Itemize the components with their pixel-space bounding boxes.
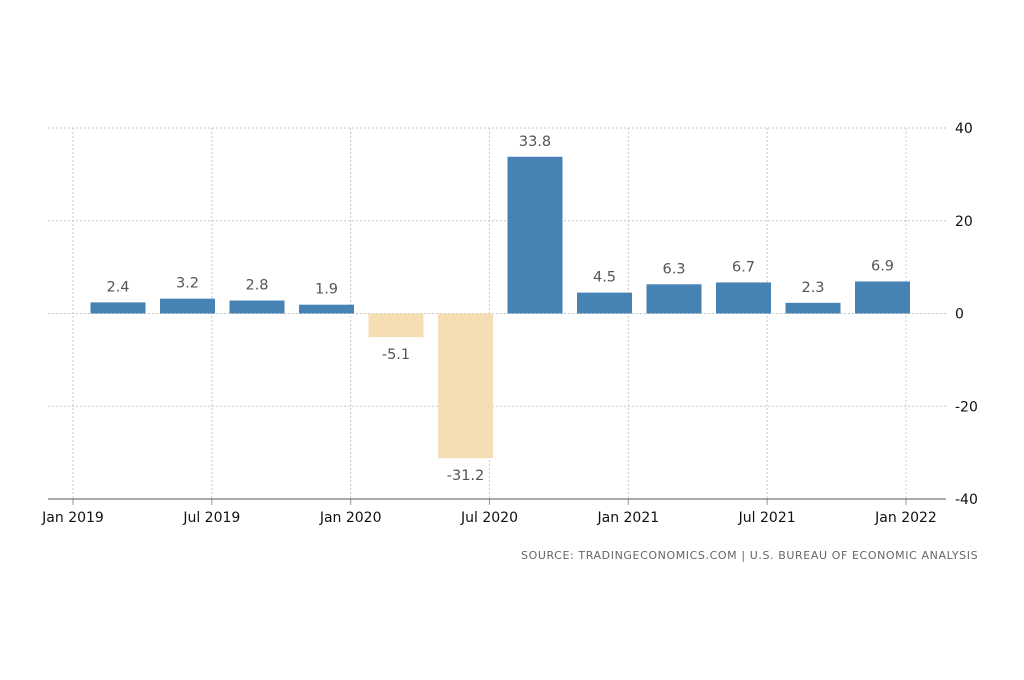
x-tick-label: Jan 2022 xyxy=(874,510,937,526)
data-label: -31.2 xyxy=(447,468,485,484)
data-label: 6.9 xyxy=(871,259,894,275)
bar xyxy=(229,300,285,314)
x-tick-label: Jan 2020 xyxy=(319,510,382,526)
bar xyxy=(716,282,771,314)
source-note: SOURCE: TRADINGECONOMICS.COM | U.S. BURE… xyxy=(521,549,979,562)
bar xyxy=(646,284,702,314)
bar xyxy=(299,304,354,314)
y-tick-label: 20 xyxy=(955,214,973,230)
data-label: 3.2 xyxy=(176,276,199,292)
x-tick-label: Jan 2019 xyxy=(41,510,104,526)
data-label: -5.1 xyxy=(382,347,410,363)
data-label: 6.3 xyxy=(662,261,685,277)
bar xyxy=(160,298,215,314)
data-label: 33.8 xyxy=(519,134,551,150)
bar xyxy=(507,156,563,314)
bar xyxy=(368,313,424,338)
y-tick-label: 40 xyxy=(955,121,973,137)
y-axis: 40 20 0 -20 -40 xyxy=(955,121,978,508)
data-label: 6.7 xyxy=(732,259,755,275)
x-tick-label: Jul 2021 xyxy=(738,510,796,526)
bar xyxy=(577,292,632,314)
y-tick-label: -20 xyxy=(955,399,978,415)
data-label: 4.5 xyxy=(593,270,616,286)
y-tick-label: -40 xyxy=(955,492,978,508)
data-label: 2.4 xyxy=(106,279,129,295)
bar xyxy=(438,313,493,459)
data-label: 1.9 xyxy=(315,282,338,298)
y-tick-label: 0 xyxy=(955,307,964,323)
x-tick-label: Jan 2021 xyxy=(596,510,659,526)
bar xyxy=(785,302,841,314)
data-label: 2.8 xyxy=(245,278,268,294)
x-axis: Jan 2019 Jul 2019 Jan 2020 Jul 2020 Jan 2021… xyxy=(41,498,946,526)
bar xyxy=(90,302,146,314)
data-labels: 2.4 3.2 2.8 1.9 -5.1 -31.2 33.8 4.5 6.3 6.7 2.3 6.9 xyxy=(106,134,894,484)
x-tick-label: Jul 2020 xyxy=(460,510,518,526)
bars xyxy=(90,156,910,459)
x-tick-label: Jul 2019 xyxy=(182,510,240,526)
bar xyxy=(855,281,910,314)
data-label: 2.3 xyxy=(801,280,824,296)
